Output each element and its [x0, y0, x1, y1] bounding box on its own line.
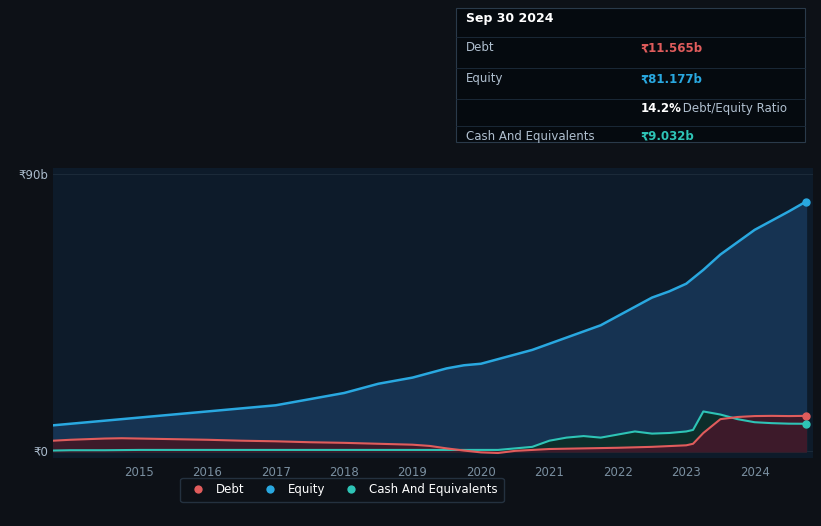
- Text: Sep 30 2024: Sep 30 2024: [466, 12, 553, 25]
- Text: Cash And Equivalents: Cash And Equivalents: [466, 130, 594, 143]
- Text: Equity: Equity: [466, 72, 503, 85]
- Text: ₹9.032b: ₹9.032b: [640, 130, 695, 143]
- Legend: Debt, Equity, Cash And Equivalents: Debt, Equity, Cash And Equivalents: [181, 478, 503, 502]
- Text: ₹81.177b: ₹81.177b: [640, 72, 703, 85]
- Text: 14.2%: 14.2%: [640, 102, 681, 115]
- Text: Debt: Debt: [466, 42, 494, 54]
- Text: ₹11.565b: ₹11.565b: [640, 42, 703, 54]
- Text: Debt/Equity Ratio: Debt/Equity Ratio: [679, 102, 787, 115]
